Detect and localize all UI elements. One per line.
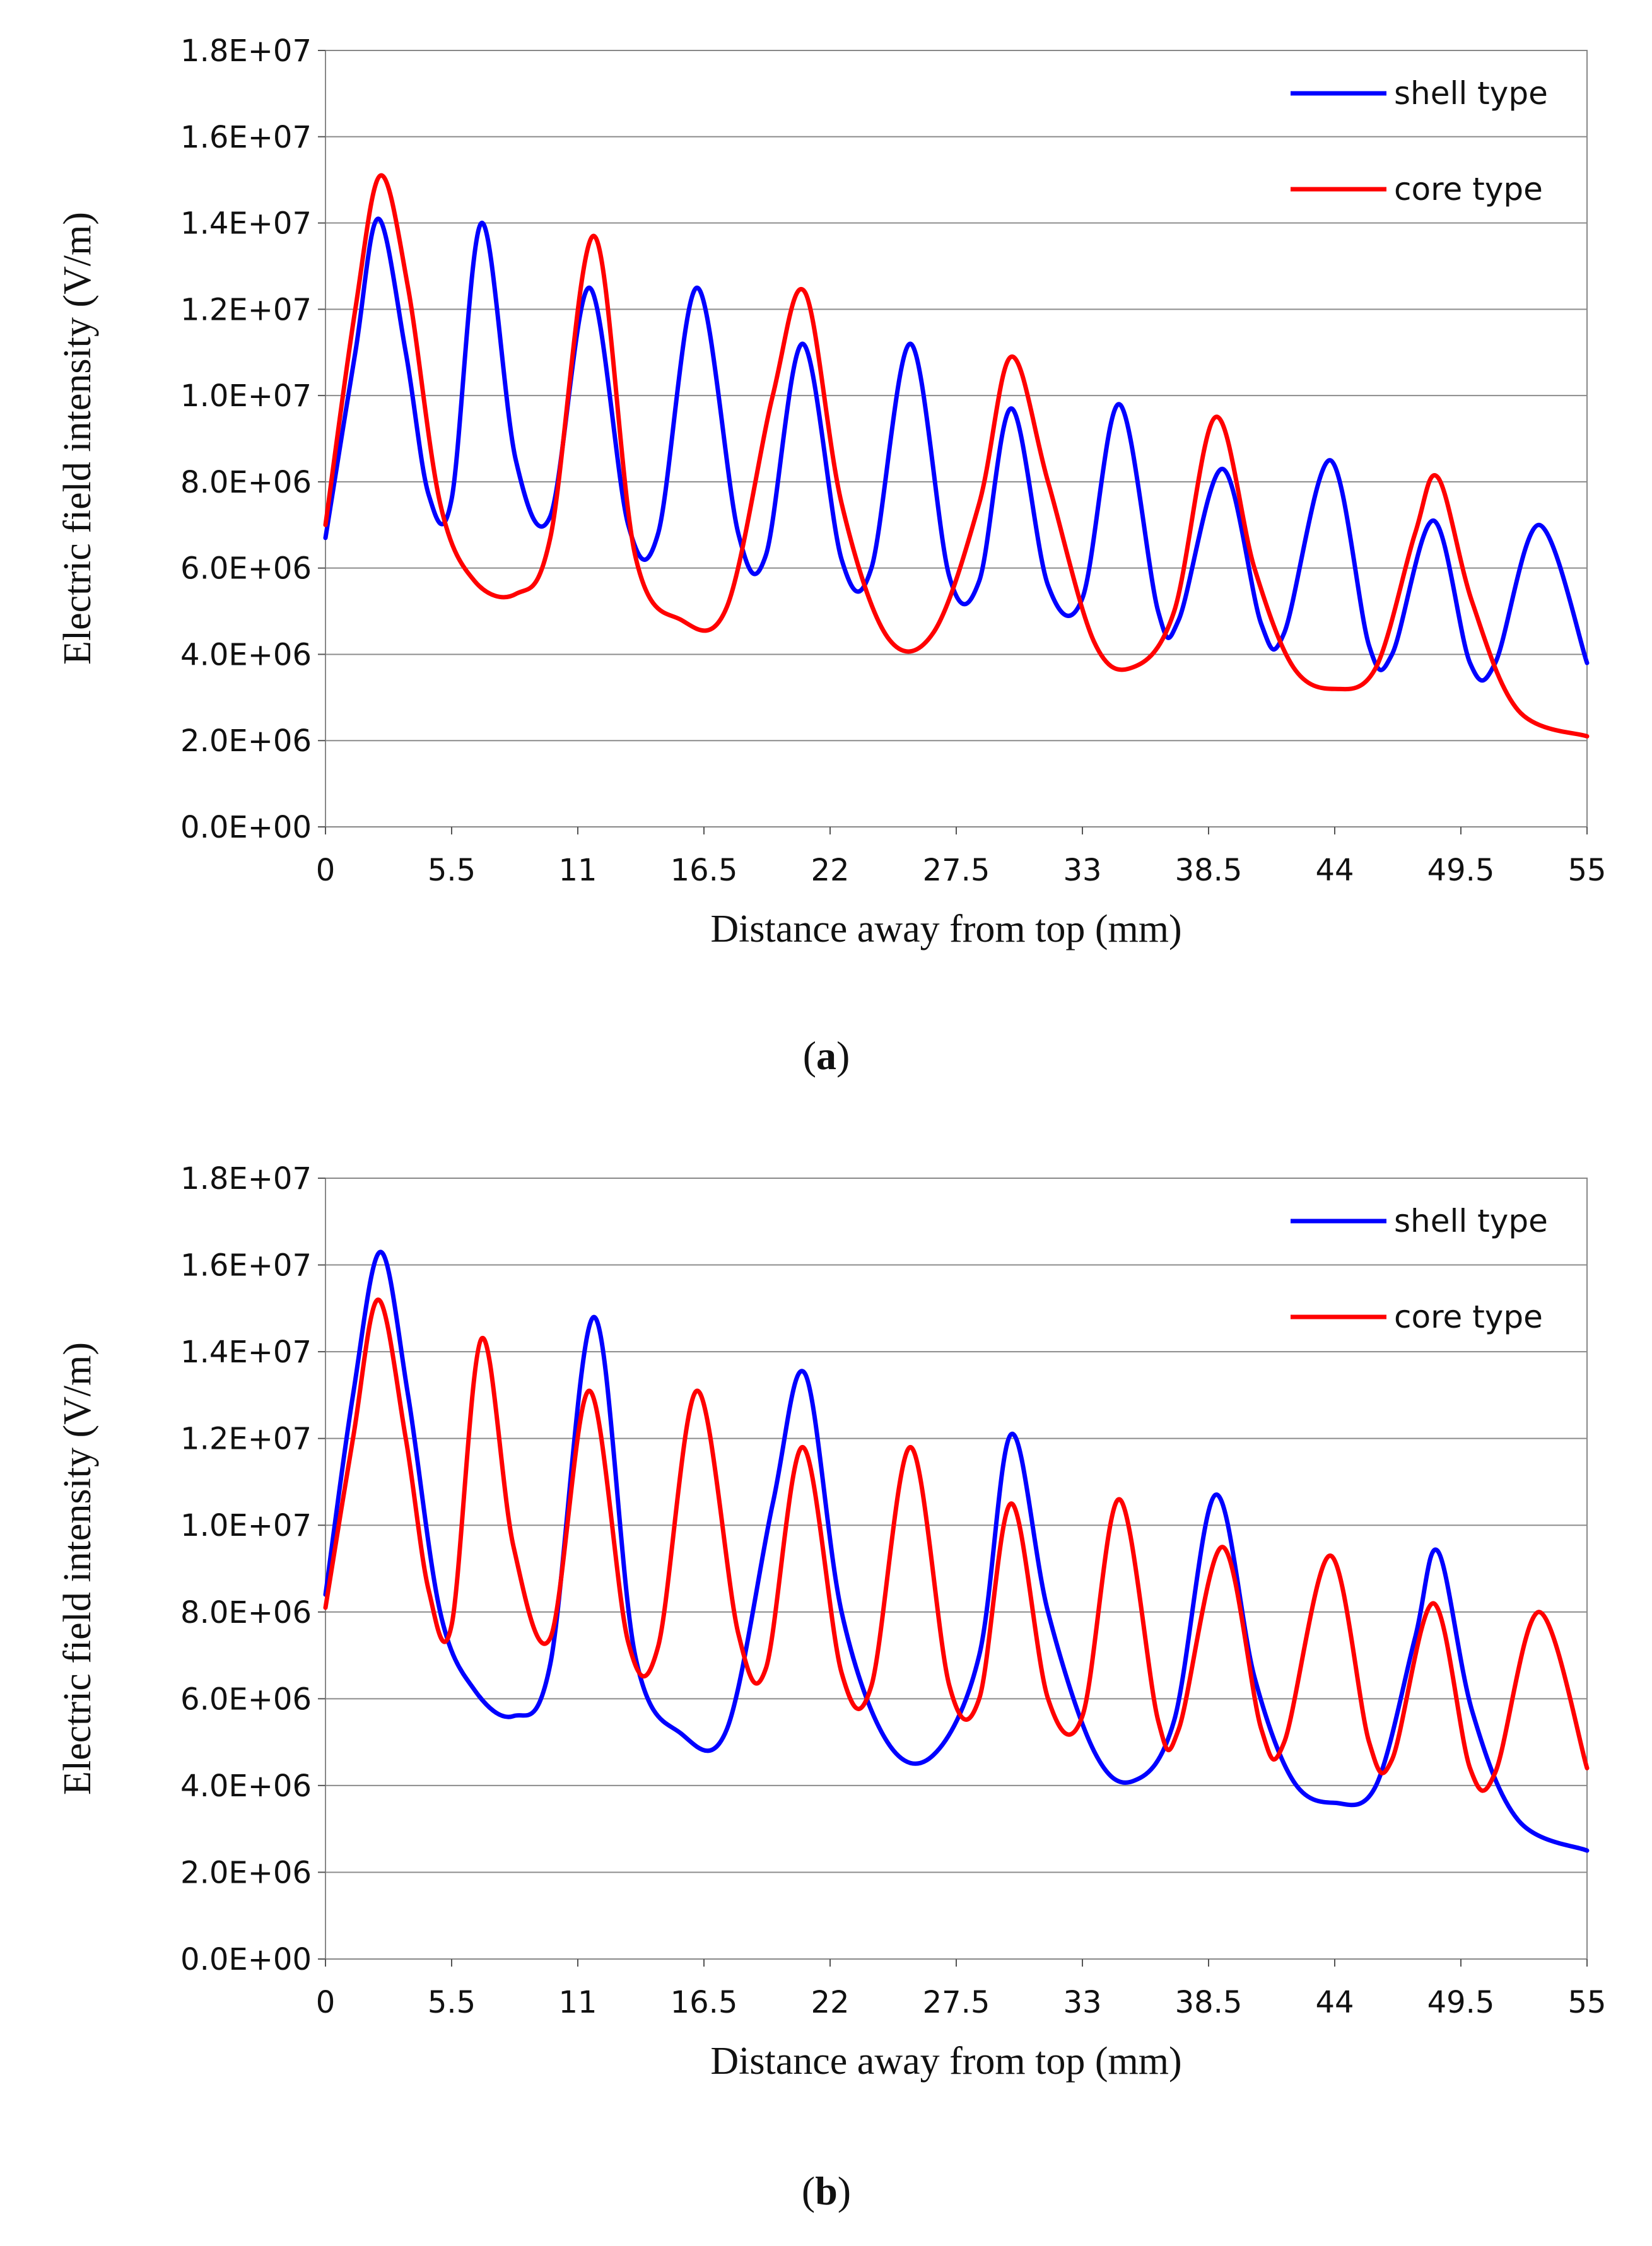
caption-open-paren: ( [802,2168,815,2213]
x-tick-labels: 0 5.5 11 16.5 22 27.5 33 38.5 44 49.5 55 [316,1985,1607,2020]
x-tick-label: 22 [811,853,849,888]
x-tick-label: 38.5 [1175,1985,1243,2020]
x-tick-label: 22 [811,1985,849,2020]
y-tick-label: 2.0E+06 [180,1855,312,1890]
caption-close-paren: ) [838,2168,851,2213]
y-tick-label: 1.4E+07 [180,206,312,242]
y-tick-labels: 0.0E+00 2.0E+06 4.0E+06 6.0E+06 8.0E+06 1.0E+… [180,1161,312,1977]
legend: shell type core type [1291,75,1548,208]
y-tick-label: 2.0E+06 [180,723,312,759]
panel-caption-b: (b) [802,2168,851,2213]
x-tick-label: 11 [558,853,597,888]
x-axis-label: Distance away from top (mm) [710,2040,1181,2083]
x-tick-label: 27.5 [923,1985,990,2020]
caption-open-paren: ( [803,1033,816,1078]
caption-close-paren: ) [836,1033,850,1078]
legend: shell type core type [1291,1203,1548,1335]
y-axis-label: Electric field intensity (V/m) [56,212,99,665]
y-tick-label: 6.0E+06 [180,551,312,587]
series-layer [323,1249,1590,1853]
x-tick-label: 33 [1063,853,1101,888]
x-tick-label: 0 [316,1985,336,2020]
x-axis-label: Distance away from top (mm) [710,908,1181,950]
panel-caption-a: (a) [803,1033,850,1078]
y-tick-label: 8.0E+06 [180,1595,312,1630]
y-tick-label: 1.0E+07 [180,1508,312,1543]
x-tick-label: 11 [558,1985,597,2020]
y-tick-label: 0.0E+00 [180,810,312,845]
x-tick-label: 44 [1315,853,1354,888]
x-tick-label: 5.5 [428,1985,476,2020]
y-tick-label: 1.8E+07 [180,1161,312,1196]
y-tick-label: 4.0E+06 [180,1769,312,1804]
y-tick-label: 1.2E+07 [180,1422,312,1457]
legend-label: shell type [1394,1203,1548,1239]
x-tick-label: 55 [1567,1985,1606,2020]
series-line-core-type [323,1297,1590,1793]
y-tick-label: 1.8E+07 [180,33,312,69]
series-layer [323,173,1590,739]
x-tick-label: 16.5 [671,853,738,888]
series-line-shell-type [323,216,1590,683]
grid-lines [318,50,1588,834]
x-tick-label: 0 [316,853,336,888]
legend-label: core type [1394,171,1543,208]
y-tick-label: 1.2E+07 [180,292,312,327]
caption-letter: a [816,1033,836,1078]
plot-area [325,1178,1588,1960]
x-tick-label: 5.5 [428,853,476,888]
x-tick-label: 49.5 [1427,1985,1495,2020]
chart-panel-a: 0.0E+00 2.0E+06 4.0E+06 6.0E+06 8.0E+06 1.0E+… [56,33,1607,1078]
legend-label: core type [1394,1299,1543,1335]
y-tick-label: 1.0E+07 [180,378,312,414]
x-tick-labels: 0 5.5 11 16.5 22 27.5 33 38.5 44 49.5 55 [316,853,1607,888]
x-tick-label: 27.5 [923,853,990,888]
legend-label: shell type [1394,75,1548,112]
grid-lines [318,1178,1588,1967]
x-tick-label: 44 [1315,1985,1354,2020]
y-tick-label: 1.6E+07 [180,120,312,155]
y-tick-label: 6.0E+06 [180,1682,312,1717]
y-tick-labels: 0.0E+00 2.0E+06 4.0E+06 6.0E+06 8.0E+06 1.0E+… [180,33,312,845]
x-tick-label: 33 [1063,1985,1101,2020]
caption-letter: b [815,2168,838,2213]
plot-area [325,50,1588,828]
y-tick-label: 8.0E+06 [180,465,312,500]
x-tick-label: 55 [1567,853,1606,888]
y-tick-label: 1.4E+07 [180,1335,312,1370]
y-tick-label: 4.0E+06 [180,637,312,672]
y-axis-label: Electric field intensity (V/m) [56,1342,99,1795]
series-line-shell-type [323,1249,1590,1853]
x-tick-label: 38.5 [1175,853,1243,888]
series-line-core-type [323,173,1590,739]
y-tick-label: 1.6E+07 [180,1248,312,1284]
x-tick-label: 16.5 [671,1985,738,2020]
y-tick-label: 0.0E+00 [180,1942,312,1977]
chart-panel-b: 0.0E+00 2.0E+06 4.0E+06 6.0E+06 8.0E+06 1.0E+… [56,1161,1607,2213]
x-tick-label: 49.5 [1427,853,1495,888]
